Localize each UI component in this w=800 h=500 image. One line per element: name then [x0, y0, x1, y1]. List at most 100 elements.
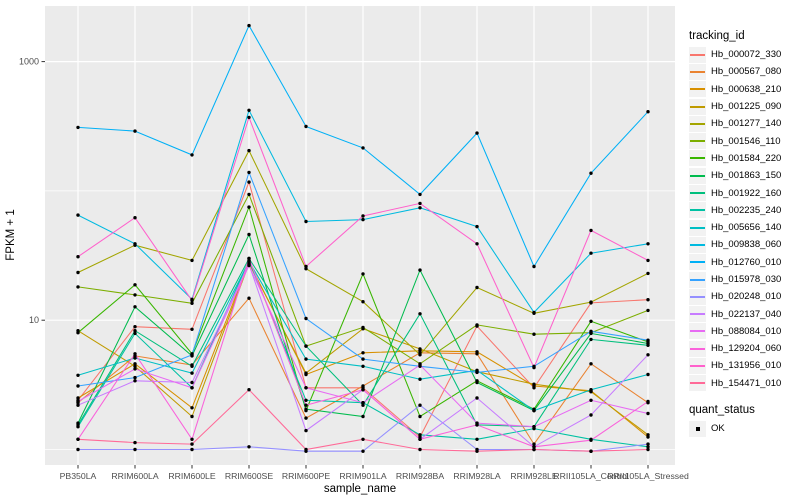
legend-item-label: Hb_001863_150	[711, 170, 782, 182]
data-point	[190, 298, 194, 303]
data-point	[76, 270, 80, 275]
data-point	[247, 148, 251, 153]
data-point	[190, 258, 194, 263]
x-tick-label: RRIM600SE	[225, 471, 273, 481]
legend-key-line-icon	[689, 288, 706, 305]
data-point	[304, 407, 308, 411]
data-point	[76, 331, 80, 335]
data-point	[589, 300, 593, 304]
data-point	[475, 437, 479, 441]
legend-item: Hb_022137_040	[689, 305, 782, 323]
data-point	[361, 272, 365, 276]
x-tick-label: RRIM600LE	[168, 471, 216, 481]
data-point	[304, 344, 308, 348]
legend-item-label: Hb_015978_030	[711, 274, 782, 285]
legend-title-tracking: tracking_id	[689, 30, 745, 42]
legend-item-label: Hb_000638_210	[711, 83, 782, 95]
data-point	[646, 298, 650, 302]
data-point	[361, 401, 365, 405]
data-point	[76, 447, 80, 452]
data-point	[247, 180, 251, 184]
data-point	[361, 217, 365, 222]
legend-key-line-icon	[689, 254, 706, 271]
data-point	[133, 283, 137, 287]
data-point	[532, 442, 536, 446]
data-point	[418, 377, 422, 381]
legend-key-line-icon	[689, 375, 706, 392]
data-point	[589, 388, 593, 392]
legend-item-label: Hb_001546_110	[711, 135, 781, 147]
legend-item-label: Hb_154471_010	[711, 377, 782, 389]
data-point	[304, 398, 308, 402]
data-point	[475, 242, 479, 246]
x-tick-label: RRIM600LA	[111, 471, 159, 481]
data-point	[646, 433, 650, 437]
data-point	[133, 362, 137, 366]
data-point	[646, 110, 650, 114]
legend-item: Hb_001584_220	[689, 150, 781, 167]
data-point	[76, 425, 80, 429]
data-point	[418, 353, 422, 357]
legend-item-label: Hb_022137_040	[711, 308, 782, 320]
data-point	[418, 192, 422, 197]
legend-key-line-icon	[689, 323, 706, 340]
data-point	[361, 437, 365, 441]
data-point	[76, 125, 80, 130]
legend-item-label: Hb_129204_060	[711, 343, 782, 355]
plot-panel	[45, 6, 675, 465]
data-point	[589, 319, 593, 323]
data-point	[133, 352, 137, 356]
data-point	[646, 372, 650, 377]
legend-item-label: Hb_001225_090	[711, 101, 782, 113]
data-point	[589, 413, 593, 417]
data-point	[475, 285, 479, 290]
data-point	[646, 343, 650, 347]
data-point	[475, 449, 479, 453]
data-point	[133, 216, 137, 220]
data-point	[190, 414, 194, 419]
legend-key-line-icon	[689, 150, 706, 167]
data-point	[247, 445, 251, 449]
data-point	[247, 263, 251, 268]
data-point	[190, 301, 194, 305]
data-point	[361, 449, 365, 453]
data-point	[190, 327, 194, 331]
legend-item-label: Hb_005656_140	[711, 222, 782, 234]
data-point	[418, 447, 422, 452]
data-point	[247, 256, 251, 261]
data-point	[589, 362, 593, 366]
data-point	[532, 447, 536, 452]
legend-item-label: Hb_000072_330	[711, 49, 782, 61]
legend-key-line-icon	[689, 236, 706, 253]
data-point	[190, 386, 194, 390]
data-point	[304, 219, 308, 224]
data-point	[133, 379, 137, 383]
data-point	[304, 403, 308, 407]
data-point	[76, 396, 80, 400]
data-point	[133, 325, 137, 329]
data-point	[247, 259, 251, 264]
x-tick-label: RRII105LA_Control	[553, 471, 628, 481]
legend-item: Hb_020248_010	[689, 288, 781, 305]
data-point	[532, 445, 536, 449]
data-point	[133, 440, 137, 445]
y-tick-label: 10	[29, 315, 39, 325]
data-point	[76, 373, 80, 377]
data-point	[304, 416, 308, 420]
data-point	[133, 329, 137, 333]
legend-key-line-icon	[689, 202, 706, 219]
data-point	[133, 356, 137, 360]
data-point	[133, 242, 137, 246]
data-point	[361, 414, 365, 419]
legend-items: Hb_000072_330 Hb_000567_080 Hb_000638_210 H…	[689, 46, 781, 392]
data-point	[646, 399, 650, 404]
data-point	[418, 403, 422, 407]
data-point	[475, 224, 479, 229]
data-point	[589, 337, 593, 342]
data-point	[247, 232, 251, 237]
legend-item: Hb_001546_110	[689, 132, 781, 150]
data-point	[304, 316, 308, 321]
data-point	[646, 447, 650, 452]
data-point	[532, 425, 536, 429]
